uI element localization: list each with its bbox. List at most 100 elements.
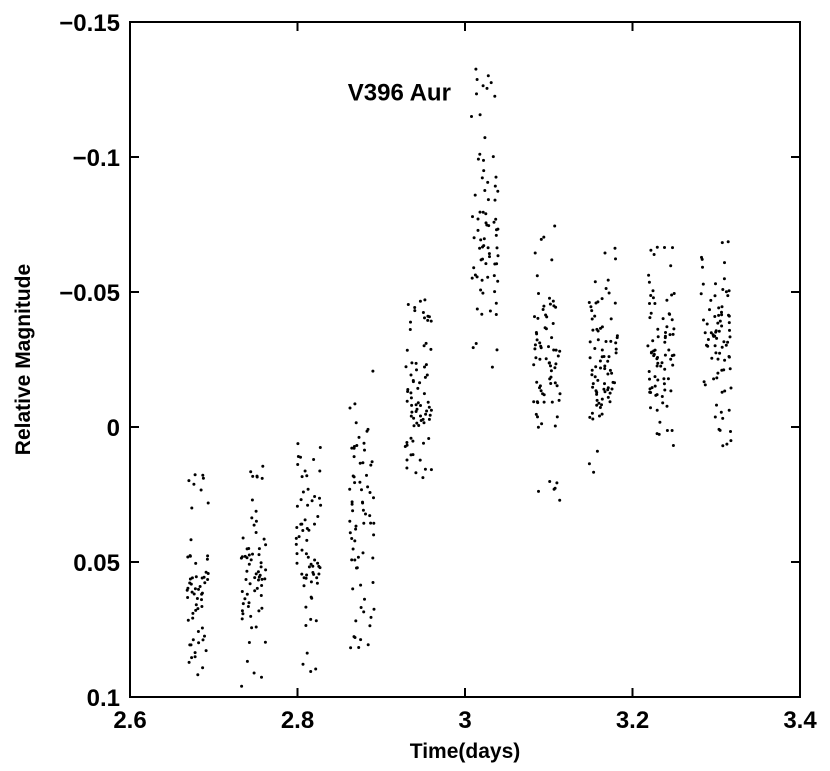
- data-point: [409, 373, 413, 377]
- data-point: [423, 316, 426, 320]
- data-point: [713, 294, 717, 298]
- data-point: [719, 410, 723, 414]
- data-point: [241, 536, 245, 540]
- data-point: [614, 257, 617, 261]
- data-point: [191, 611, 195, 615]
- data-point: [666, 377, 670, 381]
- data-point: [536, 415, 539, 419]
- data-point: [190, 590, 194, 594]
- data-point: [190, 656, 194, 660]
- data-point: [649, 248, 653, 252]
- data-point: [309, 670, 313, 673]
- data-point: [486, 275, 490, 279]
- data-point: [726, 340, 730, 344]
- data-point: [708, 308, 711, 312]
- data-point: [417, 424, 421, 427]
- data-point: [297, 535, 301, 539]
- data-point: [558, 498, 562, 502]
- data-point: [369, 463, 373, 467]
- data-point: [247, 553, 251, 557]
- data-point: [247, 601, 251, 605]
- data-point: [186, 555, 190, 559]
- data-point: [551, 299, 555, 303]
- data-point: [664, 331, 667, 334]
- data-point: [301, 490, 305, 494]
- data-point: [591, 417, 595, 421]
- data-point: [254, 519, 258, 523]
- data-point: [550, 258, 554, 262]
- data-point: [246, 605, 250, 608]
- data-point: [588, 356, 592, 360]
- data-point: [188, 581, 192, 585]
- data-point: [548, 480, 552, 483]
- data-point: [721, 416, 725, 420]
- data-point: [729, 439, 733, 443]
- data-point: [714, 329, 718, 333]
- data-point: [663, 340, 667, 344]
- x-tick-label: 3.2: [616, 707, 649, 734]
- data-point: [669, 357, 673, 361]
- data-point: [727, 321, 731, 325]
- data-point: [554, 348, 558, 352]
- data-point: [350, 558, 354, 562]
- data-point: [600, 403, 603, 407]
- data-point: [720, 310, 723, 314]
- data-point: [653, 302, 657, 305]
- data-point: [247, 547, 251, 550]
- data-point: [305, 573, 309, 577]
- data-point: [200, 605, 204, 608]
- data-point: [481, 291, 485, 295]
- data-point: [425, 409, 429, 413]
- data-point: [243, 597, 247, 601]
- data-point: [355, 566, 359, 570]
- data-point: [661, 401, 665, 405]
- data-point: [304, 552, 308, 556]
- data-point: [352, 445, 356, 448]
- data-point: [247, 562, 251, 566]
- data-point: [426, 318, 430, 322]
- data-point: [411, 439, 415, 443]
- data-point: [496, 254, 500, 258]
- data-point: [478, 246, 482, 250]
- data-point: [197, 587, 200, 591]
- data-point: [600, 355, 604, 359]
- data-point: [489, 81, 493, 85]
- data-point: [248, 582, 252, 586]
- data-point: [471, 215, 474, 219]
- data-point: [668, 333, 672, 337]
- data-point: [544, 357, 548, 361]
- data-point: [478, 210, 482, 214]
- data-point: [427, 315, 431, 319]
- data-point: [472, 266, 476, 270]
- data-point: [413, 309, 417, 313]
- data-point: [652, 354, 656, 358]
- data-point: [371, 581, 375, 584]
- data-point: [652, 253, 656, 256]
- data-point: [551, 322, 555, 325]
- data-point: [316, 515, 320, 518]
- x-tick-label: 3: [458, 707, 471, 734]
- data-point: [186, 596, 190, 599]
- data-point: [203, 581, 207, 585]
- data-point: [606, 359, 610, 363]
- data-point: [553, 366, 557, 370]
- data-point: [240, 617, 244, 621]
- data-point: [669, 389, 673, 393]
- data-point: [662, 382, 666, 386]
- data-point: [557, 398, 561, 402]
- data-point: [264, 543, 268, 547]
- data-point: [200, 626, 204, 630]
- data-point: [718, 319, 722, 323]
- data-point: [481, 245, 484, 249]
- data-point: [475, 307, 479, 311]
- data-point: [306, 503, 310, 507]
- data-point: [534, 412, 538, 416]
- data-point: [606, 372, 610, 376]
- data-point: [649, 406, 652, 410]
- data-point: [241, 602, 245, 606]
- data-point: [596, 338, 600, 342]
- data-point: [660, 395, 664, 398]
- data-point: [649, 294, 653, 297]
- data-point: [536, 316, 540, 320]
- data-point: [648, 316, 652, 320]
